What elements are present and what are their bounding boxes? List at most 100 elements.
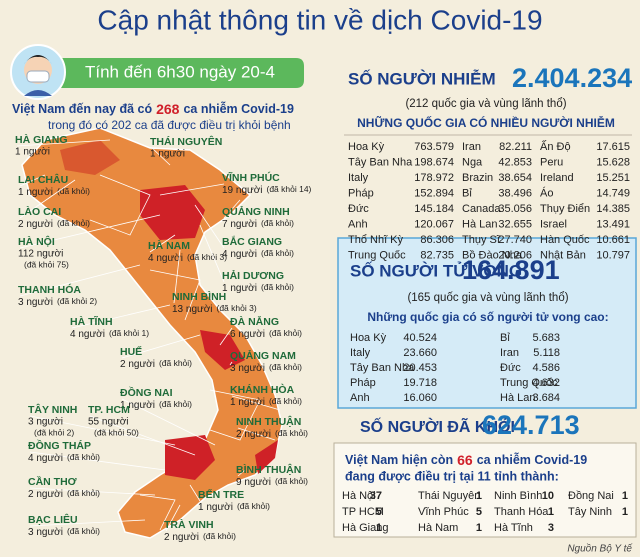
province-name: THANH HÓA: [18, 283, 81, 296]
province-name: THÁI NGUYÊN: [150, 135, 222, 148]
province-note: (đã khỏi): [237, 501, 270, 511]
province-note: (đã khỏi 14): [267, 184, 312, 194]
country-value: 178.972: [414, 172, 454, 184]
province-name: ĐÀ NẴNG: [230, 315, 279, 328]
province-cases: 1 người (đã khỏi): [18, 186, 90, 197]
treating-name: Hà Tĩnh: [494, 522, 533, 534]
province-name: TRÀ VINH: [164, 518, 214, 531]
province-cases-text: 3 người: [18, 297, 53, 308]
province-name: ĐỒNG NAI: [120, 386, 173, 399]
treating-name: TP HCM: [342, 506, 384, 518]
province-cases: 112 người: [18, 249, 63, 260]
province-name: LAI CHÂU: [18, 173, 68, 186]
province-cases: 1 người: [150, 149, 185, 160]
treating-name: Tây Ninh: [568, 506, 612, 518]
province-note: (đã khỏi): [67, 488, 100, 498]
treating-value: 5: [476, 506, 482, 518]
province-note: (đã khỏi): [269, 362, 302, 372]
province-cases-text: 1 người: [230, 397, 265, 408]
province-note: (đã khỏi 2): [34, 427, 74, 437]
leader-line: [16, 139, 111, 147]
country-value: 38.496: [498, 187, 532, 199]
province-cases-text: 2 người: [28, 489, 63, 500]
treating-count: 66: [457, 452, 473, 468]
province-cases: 4 người (đã khỏi 1): [70, 328, 149, 339]
infected-heading: NHỮNG QUỐC GIA CÓ NHIỀU NGƯỜI NHIỄM: [357, 115, 615, 130]
province-name: VĨNH PHÚC: [222, 171, 280, 184]
province-cases-text: 1 người: [198, 502, 233, 513]
summary-prefix: Việt Nam đến nay đã có: [12, 102, 152, 116]
country-name: Brazin: [462, 172, 493, 184]
leader-line: [121, 398, 216, 446]
province-name: BẠC LIÊU: [28, 513, 78, 526]
country-value: 40.524: [403, 332, 437, 344]
country-name: Nhật Bản: [540, 249, 586, 261]
province-name: HÀ NỘI: [18, 235, 55, 248]
treating-name: Thanh Hóa: [494, 506, 549, 518]
province-cases-text: 3 người: [230, 363, 265, 374]
leader-line: [29, 451, 166, 471]
province-cases-text: 2 người: [18, 219, 53, 230]
province-name: BÌNH THUẬN: [236, 463, 301, 476]
province-note: (đã khỏi 3): [187, 252, 227, 262]
deaths-heading: Những quốc gia có số người tử vong cao:: [367, 310, 608, 324]
title: Cập nhật thông tin về dịch Covid-19: [97, 4, 542, 35]
province-cases-text: 1 người: [222, 283, 257, 294]
country-value: 15.628: [596, 156, 630, 168]
province-cases-text: 6 người: [230, 329, 265, 340]
date-banner: [55, 58, 304, 88]
country-value: 38.654: [498, 172, 532, 184]
treating-value: 1: [548, 506, 554, 518]
country-name: Italy: [348, 172, 369, 184]
country-name: Pháp: [350, 377, 376, 389]
country-name: Anh: [348, 218, 368, 230]
province-cases: 2 người (đã khỏi): [28, 488, 100, 499]
province-note: (đã khỏi): [67, 452, 100, 462]
province-name: BẾN TRE: [198, 488, 244, 501]
country-value: 763.579: [414, 141, 454, 153]
leader-line: [199, 224, 225, 283]
country-value: 23.660: [403, 347, 437, 359]
province-cases: 7 người (đã khỏi): [222, 218, 294, 229]
treating-name: Thái Nguyên: [418, 490, 480, 502]
deaths-subtitle: (165 quốc gia và vùng lãnh thổ): [407, 292, 568, 304]
province-cases: 1 người (đã khỏi): [222, 282, 294, 293]
province-cases: 6 người (đã khỏi): [230, 328, 302, 339]
country-value: 82.211: [499, 141, 532, 153]
treating-value: 1: [622, 506, 628, 518]
province-cases: 2 người (đã khỏi): [120, 358, 192, 369]
treating-panel: [333, 442, 637, 538]
mask-icon: [10, 44, 66, 100]
treating-value: 3: [548, 522, 554, 534]
province-note: (đã khỏi): [261, 248, 294, 258]
country-name: Trung Quốc: [500, 377, 558, 389]
country-name: Thụy Sĩ: [462, 234, 501, 246]
country-name: Ireland: [540, 172, 574, 184]
treating-name: Vĩnh Phúc: [418, 506, 469, 518]
province-cases-text: 2 người: [120, 359, 155, 370]
deaths-total: 164.891: [462, 255, 560, 285]
treating-suffix: ca nhiễm Covid-19: [477, 452, 587, 467]
leader-line: [19, 174, 46, 187]
country-value: 5.118: [533, 347, 560, 359]
country-name: Hà Lan: [462, 218, 497, 230]
province-name: BẮC GIANG: [222, 235, 282, 248]
province-note: (đã khỏi 1): [109, 328, 149, 338]
country-name: Tây Ban Nha: [348, 156, 413, 168]
leader-line: [219, 327, 233, 346]
country-value: 10.797: [596, 249, 630, 261]
country-name: Tây Ban Nha: [350, 362, 415, 374]
country-name: Italy: [350, 347, 371, 359]
country-name: Hoa Kỳ: [350, 332, 387, 344]
province-name: TP. HCM: [88, 404, 130, 416]
country-name: Peru: [540, 156, 563, 168]
treating-value: 1: [622, 490, 628, 502]
province-note: (đã khỏi): [269, 396, 302, 406]
leader-line: [229, 361, 233, 366]
country-name: Bồ Đào Nha: [462, 249, 523, 261]
province-cases-text: 13 người: [172, 304, 213, 315]
leader-line: [159, 183, 225, 196]
province-cases: 4 người (đã khỏi 3): [148, 252, 227, 263]
province-name: HUẾ: [120, 345, 142, 358]
source: Nguồn Bộ Y tế: [567, 543, 633, 555]
